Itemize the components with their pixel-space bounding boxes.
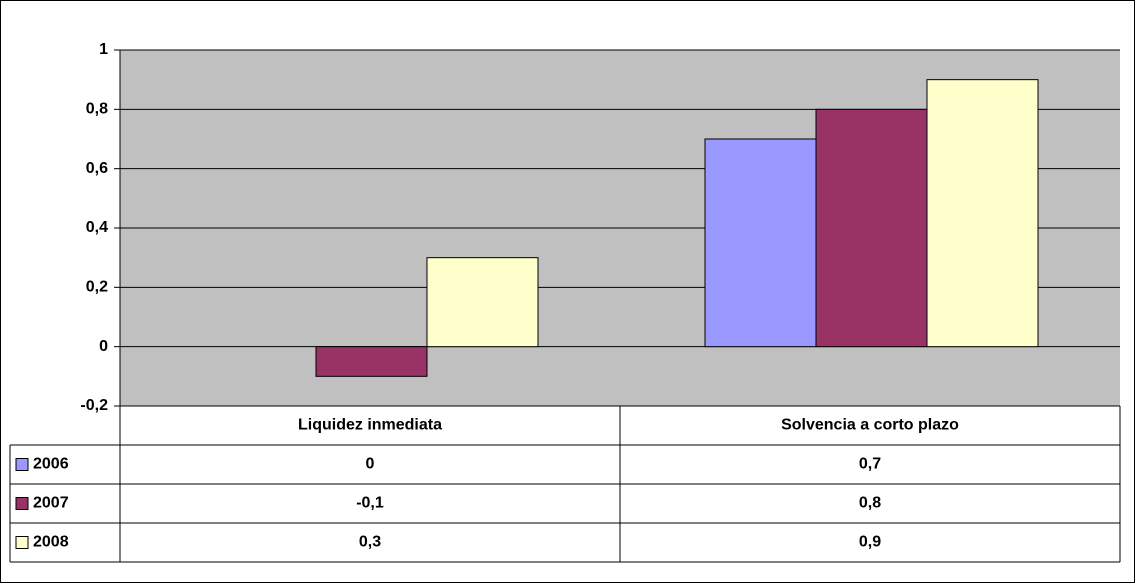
legend-key [15, 536, 29, 549]
bar [815, 108, 928, 348]
y-tick-label: -0,2 [80, 397, 108, 414]
legend-key [15, 497, 29, 510]
y-tick-label: 1 [99, 41, 108, 58]
y-tick-label: 0,4 [86, 219, 108, 236]
table-value: 0,3 [359, 534, 381, 551]
table-value: 0,7 [859, 456, 881, 473]
legend-label: 2007 [33, 495, 69, 512]
legend-label: 2006 [33, 456, 69, 473]
table-value: 0,8 [859, 495, 881, 512]
table-value: -0,1 [356, 495, 384, 512]
legend-key [15, 458, 29, 471]
category-label: Liquidez inmediata [298, 417, 442, 434]
legend-label: 2008 [33, 534, 69, 551]
category-label: Solvencia a corto plazo [781, 417, 959, 434]
bar [315, 346, 428, 377]
table-value: 0,9 [859, 534, 881, 551]
table-value: 0 [366, 456, 375, 473]
bar [926, 79, 1039, 348]
bar [426, 257, 539, 348]
y-tick-label: 0,6 [86, 160, 108, 177]
y-tick-label: 0 [99, 338, 108, 355]
y-tick-label: 0,8 [86, 101, 108, 118]
y-tick-label: 0,2 [86, 279, 108, 296]
bar [704, 138, 817, 348]
